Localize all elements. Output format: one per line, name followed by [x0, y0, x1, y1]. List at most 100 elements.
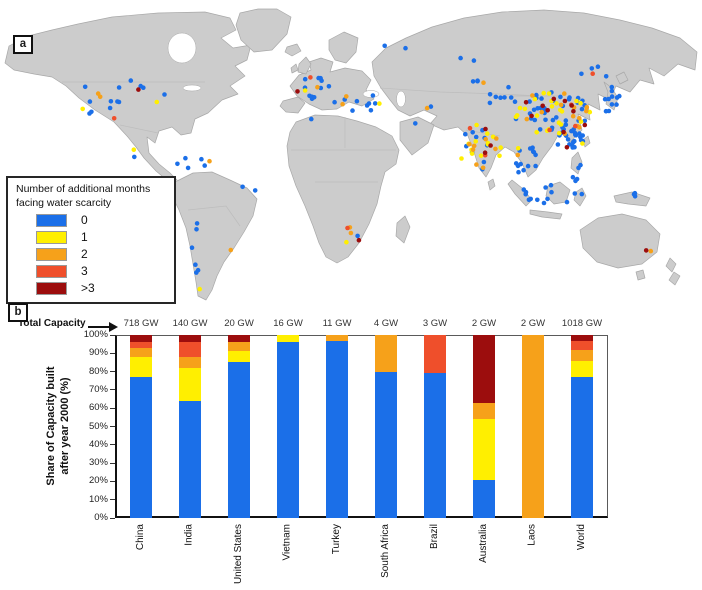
y-tick-label: 80%	[88, 365, 108, 377]
capacity-label: 16 GW	[273, 318, 303, 329]
map-dot	[547, 127, 552, 133]
bar-turkey	[326, 335, 348, 518]
map-dot	[556, 130, 562, 136]
map-dot	[82, 84, 88, 90]
land-tasmania	[635, 269, 646, 281]
map-dot	[350, 108, 355, 113]
map-dot	[579, 71, 584, 77]
land-north-america	[4, 11, 252, 182]
legend-item-0: 0	[16, 213, 170, 227]
map-dot	[554, 101, 559, 106]
map-dot	[475, 78, 480, 83]
map-dot	[545, 108, 550, 113]
map-dot	[528, 196, 533, 202]
map-dot	[345, 225, 350, 231]
bar-segment-world	[571, 349, 593, 361]
map-dot	[372, 101, 378, 106]
map-dot	[108, 99, 114, 104]
map-dot	[562, 98, 568, 104]
map-dot	[154, 99, 160, 105]
map-dot	[535, 197, 540, 203]
map-dot	[546, 91, 552, 96]
map-dot	[471, 58, 477, 63]
country-borders	[62, 81, 560, 227]
map-dot	[497, 153, 502, 159]
map-dot	[356, 237, 362, 243]
map-dot	[555, 142, 561, 147]
map-dot	[471, 143, 477, 149]
land-madagascar	[395, 215, 411, 244]
category-label: World	[576, 524, 587, 550]
y-tick	[110, 407, 115, 409]
map-dot	[609, 88, 615, 94]
map-dot	[549, 189, 554, 195]
map-dot	[240, 184, 245, 190]
land-hokkaido	[615, 71, 629, 85]
map-dot	[498, 95, 503, 100]
bar-segment-china	[130, 377, 152, 518]
map-dot	[602, 96, 608, 102]
map-dot	[527, 99, 532, 104]
inland-water	[167, 32, 406, 108]
map-dot	[344, 239, 349, 245]
map-dot	[189, 245, 195, 250]
y-tick-label: 50%	[88, 420, 108, 432]
map-dot	[558, 102, 564, 108]
map-dot	[570, 145, 575, 150]
map-dot	[87, 99, 93, 104]
y-tick-label: 20%	[88, 475, 108, 487]
y-tick	[110, 389, 115, 391]
category-label: Brazil	[429, 524, 440, 550]
capacity-label: 2 GW	[471, 318, 497, 329]
map-dot	[580, 141, 585, 146]
map-dot	[579, 106, 585, 112]
map-dot	[467, 125, 473, 131]
bar-laos	[522, 335, 544, 518]
map-dot	[413, 121, 418, 126]
map-dot	[606, 96, 611, 102]
y-axis-title-line1: Share of Capacity built	[45, 366, 57, 486]
bar-segment-australia	[473, 335, 495, 403]
map-dot	[550, 117, 556, 123]
map-dot	[195, 267, 201, 273]
y-tick-label: 40%	[88, 438, 108, 450]
map-dot	[595, 64, 601, 69]
map-dot	[565, 137, 571, 142]
map-dot	[524, 116, 530, 122]
map-dot	[80, 106, 85, 112]
map-dot	[355, 233, 360, 239]
map-dot	[470, 147, 476, 153]
map-dot	[487, 100, 493, 106]
map-dot	[131, 147, 137, 152]
map-dot	[513, 161, 519, 166]
map-dot	[488, 143, 493, 148]
bar-segment-united-states	[228, 362, 250, 518]
map-dot	[132, 154, 137, 160]
bar-segment-vietnam	[277, 342, 299, 518]
map-dot	[228, 247, 234, 253]
map-dot	[302, 88, 308, 93]
map-dot	[603, 74, 609, 79]
capacity-label: 4 GW	[373, 318, 399, 329]
map-dot	[183, 155, 188, 161]
map-dot	[515, 152, 521, 158]
y-tick-label: 100%	[83, 329, 108, 340]
y-tick-label: 30%	[88, 457, 108, 469]
map-dot	[458, 55, 463, 61]
land-java	[529, 209, 563, 220]
land-iberia	[279, 96, 306, 114]
map-dot	[573, 178, 578, 184]
map-dot	[111, 116, 117, 121]
map-dot	[569, 103, 574, 108]
map-dot	[517, 105, 523, 111]
map-dot	[609, 84, 615, 90]
map-dot	[116, 85, 122, 90]
map-dot	[567, 95, 572, 100]
map-dot	[556, 120, 562, 125]
bar-china	[130, 335, 152, 518]
map-dot	[403, 45, 408, 51]
map-dot	[481, 159, 487, 165]
category-label: South Africa	[380, 524, 391, 578]
map-dot	[194, 227, 199, 232]
map-dot	[532, 117, 538, 123]
